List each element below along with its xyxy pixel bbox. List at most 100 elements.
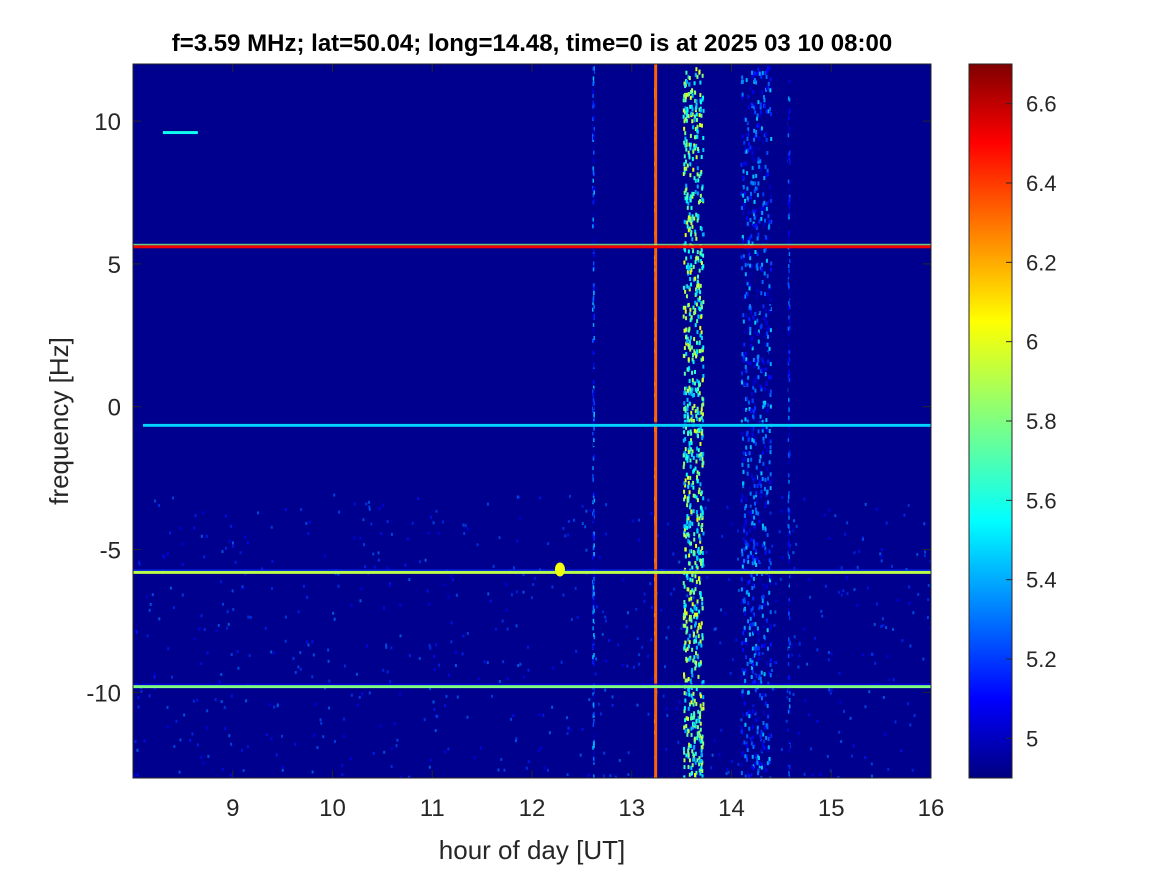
noise-speck [672,552,675,556]
vertical-trace-speck [770,198,773,203]
noise-speck [551,705,554,709]
vertical-trace-speck [753,189,756,194]
vertical-trace-speck [749,658,752,663]
vertical-trace-speck [687,587,690,592]
vertical-trace-speck [690,431,693,436]
vertical-trace-speck [768,460,771,465]
vertical-trace-speck [743,140,746,145]
vertical-trace-speck [754,411,757,416]
vertical-trace-speck [757,630,760,635]
vertical-trace-speck [685,453,688,458]
vertical-trace-speck [758,697,761,702]
vertical-trace-speck [746,542,749,547]
vertical-trace-speck [754,224,757,229]
vertical-trace-speck [685,472,688,477]
vertical-trace-speck [788,709,791,714]
vertical-trace-speck [683,611,686,616]
vertical-trace-speck [752,157,755,162]
vertical-trace-speck [701,412,704,417]
vertical-trace-speck [747,437,750,442]
noise-speck [519,516,522,520]
vertical-trace-speck [691,353,694,358]
vertical-trace-speck [756,758,759,763]
vertical-trace-speck [688,312,691,317]
vertical-trace-speck [695,291,698,296]
vertical-trace-speck [756,355,759,360]
vertical-trace-speck [740,369,743,374]
vertical-trace-speck [684,447,687,452]
noise-speck [314,702,317,706]
vertical-trace-speck [753,137,756,142]
vertical-trace-speck [753,378,756,383]
vertical-trace-speck [698,471,701,476]
vertical-trace-speck [700,558,703,563]
vertical-trace-speck [756,754,759,759]
noise-speck [388,582,391,586]
vertical-trace-speck [756,542,759,547]
noise-speck [866,586,869,590]
noise-speck [444,750,447,754]
noise-speck [135,629,138,633]
vertical-trace-speck [701,523,704,528]
noise-speck [175,719,178,723]
vertical-trace-speck [750,474,753,479]
vertical-trace-speck [687,480,690,485]
vertical-trace-speck [753,579,756,584]
vertical-trace-speck [592,434,594,439]
vertical-trace-speck [747,463,750,468]
vertical-trace-speck [695,414,698,419]
vertical-trace-speck [593,253,595,258]
noise-speck [399,692,402,696]
noise-speck [163,555,166,559]
noise-speck [230,694,233,698]
vertical-trace-speck [755,295,758,300]
vertical-trace-speck [593,531,595,536]
signal-spot [554,562,565,577]
vertical-trace-speck [694,90,697,95]
noise-speck [136,773,139,777]
vertical-trace-speck [702,357,705,362]
vertical-trace-speck [683,765,686,770]
vertical-trace-speck [694,276,697,281]
vertical-trace-speck [787,460,790,465]
noise-speck [643,592,646,596]
noise-speck [870,762,873,766]
vertical-trace-speck [787,209,790,214]
noise-speck [377,558,380,562]
vertical-trace-speck [787,452,790,457]
vertical-trace-speck [687,262,690,267]
vertical-trace-speck [754,330,757,335]
vertical-trace-speck [689,577,692,582]
vertical-trace-speck [684,241,687,246]
vertical-trace-speck [685,611,688,616]
vertical-trace-speck [699,283,702,288]
vertical-trace-speck [700,694,703,699]
vertical-trace-speck [686,418,689,423]
vertical-trace-speck [764,308,767,313]
noise-speck [686,594,689,598]
noise-speck [427,602,430,606]
vertical-trace-speck [592,338,594,343]
noise-speck [650,638,653,642]
noise-speck [714,627,717,631]
vertical-trace-speck [765,258,768,263]
noise-speck [228,539,231,543]
noise-speck [191,732,194,736]
noise-speck [395,744,398,748]
noise-speck [372,552,375,556]
vertical-trace-speck [745,673,748,678]
vertical-trace-speck [768,224,771,229]
vertical-trace-speck [699,441,702,446]
vertical-trace-speck [689,255,692,260]
vertical-trace-speck [691,224,694,229]
noise-speck [319,718,322,722]
vertical-trace-speck [768,590,771,595]
vertical-trace-speck [753,364,756,369]
vertical-trace-speck [767,86,770,91]
vertical-trace-speck [687,484,690,489]
noise-speck [660,608,663,612]
vertical-trace-speck [762,436,765,441]
noise-speck [735,638,738,642]
vertical-trace-speck [741,436,744,441]
vertical-trace-speck [788,233,790,238]
